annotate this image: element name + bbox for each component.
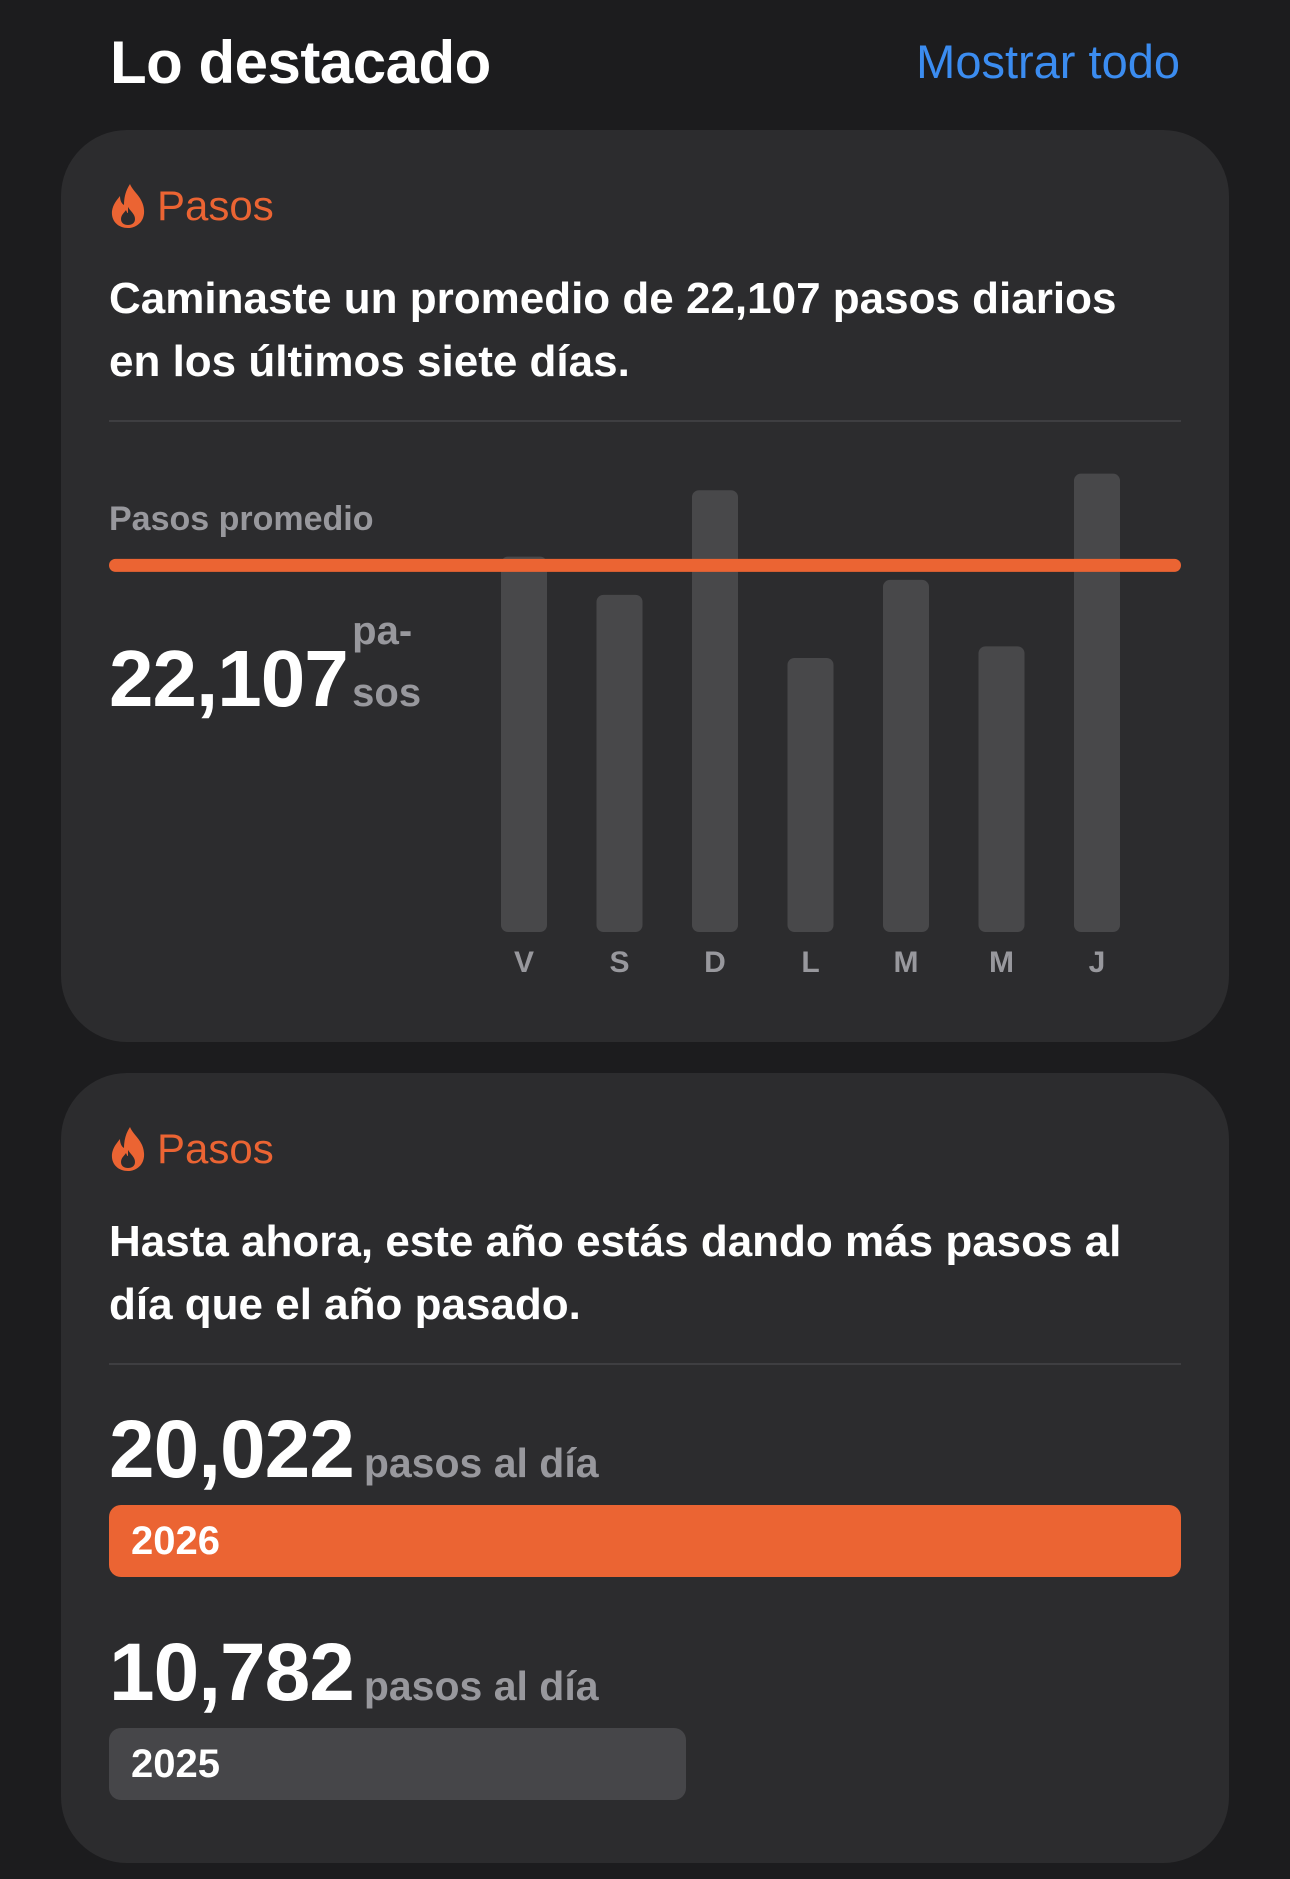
average-label: Pasos promedio [109, 500, 374, 538]
chart-bar [501, 556, 547, 932]
chart-tick-label: S [609, 946, 629, 979]
previous-year-unit: pasos al día [363, 1663, 599, 1709]
previous-year-value: 10,782 pasos al día [109, 1626, 599, 1720]
chart-tick-label: M [989, 946, 1014, 979]
highlight-card-steps-year[interactable]: Pasos Hasta ahora, este año estás dando … [61, 1073, 1229, 1863]
card-message: Hasta ahora, este año estás dando más pa… [109, 1217, 1122, 1329]
header: Lo destacado Mostrar todo [110, 22, 1180, 102]
average-number: 22,107 [109, 634, 349, 723]
average-unit: pa-sos [352, 609, 422, 715]
chart-bar [883, 579, 929, 932]
chart-bar [787, 657, 834, 932]
card-category-label: Pasos [157, 182, 274, 229]
flame-icon [111, 1127, 145, 1171]
previous-year-number: 10,782 [109, 1627, 355, 1718]
chart-bar [1074, 473, 1120, 932]
card-message: Caminaste un promedio de 22,107 pasos di… [109, 274, 1117, 386]
current-year-label: 2026 [131, 1518, 220, 1563]
chart-tick-label: V [514, 946, 534, 979]
chart-tick-label: D [704, 946, 726, 979]
average-value: 22,107 pa-sos [109, 600, 469, 733]
previous-year-label: 2025 [131, 1741, 220, 1786]
chart-bar [692, 490, 738, 932]
chart-tick-label: J [1089, 946, 1106, 979]
chart-bar [596, 594, 643, 932]
current-year-number: 20,022 [109, 1404, 355, 1495]
card-category: Pasos [109, 1123, 274, 1175]
chart-tick-label: L [801, 946, 819, 979]
card-category-label: Pasos [157, 1125, 274, 1172]
divider [109, 420, 1181, 422]
previous-year-bar: 2025 [109, 1728, 686, 1800]
current-year-bar: 2026 [109, 1505, 1181, 1577]
current-year-unit: pasos al día [363, 1440, 599, 1486]
chart-bar [978, 646, 1025, 932]
chart-tick-label: M [894, 946, 919, 979]
divider [109, 1363, 1181, 1365]
average-line [109, 558, 1181, 572]
show-all-link[interactable]: Mostrar todo [916, 35, 1180, 88]
highlight-card-steps-average[interactable]: Pasos Caminaste un promedio de 22,107 pa… [61, 130, 1229, 1042]
current-year-value: 20,022 pasos al día [109, 1403, 599, 1497]
card-category: Pasos [109, 180, 274, 232]
page-title: Lo destacado [110, 29, 491, 96]
flame-icon [111, 184, 145, 228]
